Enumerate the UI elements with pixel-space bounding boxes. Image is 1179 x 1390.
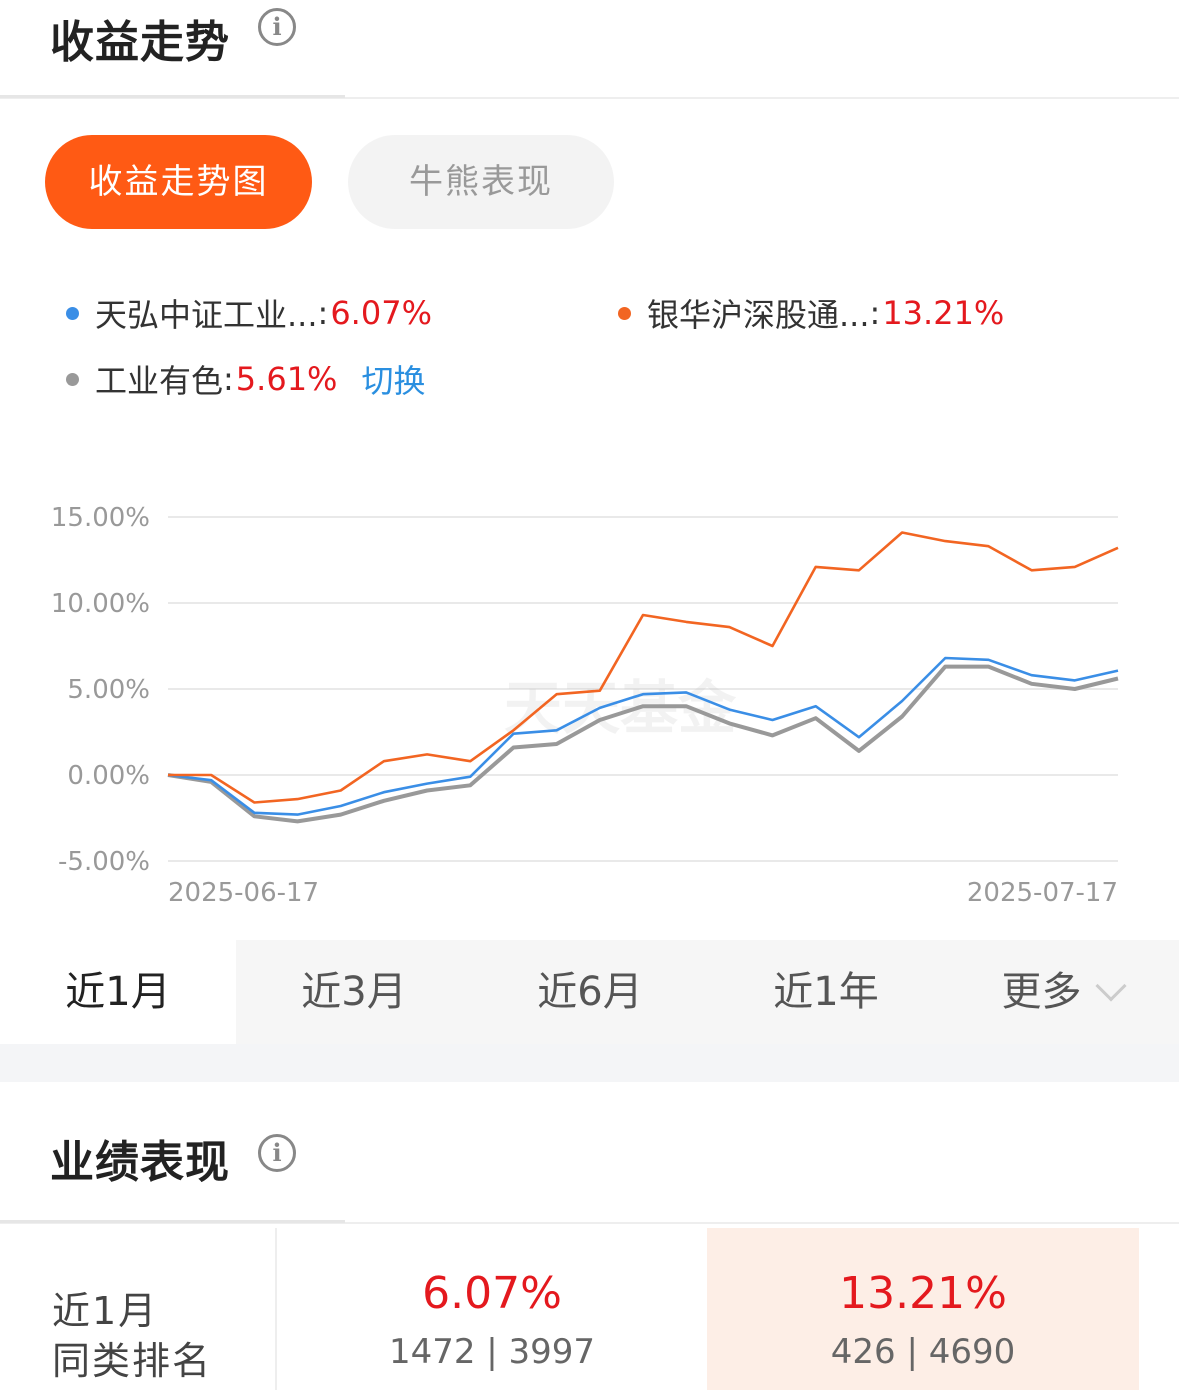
range-tab-1y[interactable]: 近1年 bbox=[708, 940, 944, 1044]
range-tab-label: 近3月 bbox=[301, 969, 407, 1015]
range-tab-6m[interactable]: 近6月 bbox=[472, 940, 708, 1044]
peer-rank-label: 同类排名 bbox=[52, 1339, 213, 1383]
info-icon[interactable]: i bbox=[258, 8, 296, 46]
fund-performance-cell: 6.07% 1472 | 3997 bbox=[277, 1228, 707, 1390]
legend-item-fund: 天弘中证工业... : 6.07% bbox=[66, 290, 432, 336]
divider bbox=[0, 1222, 1179, 1224]
period-label: 近1月 bbox=[52, 1289, 159, 1333]
time-range-tabs: 近1月 近3月 近6月 近1年 更多 bbox=[0, 940, 1179, 1044]
tab-return-chart[interactable]: 收益走势图 bbox=[45, 135, 312, 229]
performance-section-header: 业绩表现 i bbox=[0, 1082, 1179, 1188]
legend-name: 天弘中证工业... bbox=[95, 296, 318, 334]
x-axis-start-label: 2025-06-17 bbox=[168, 878, 319, 908]
range-tab-more[interactable]: 更多 bbox=[944, 940, 1179, 1044]
info-icon[interactable]: i bbox=[258, 1134, 296, 1172]
section-title-trend: 收益走势 bbox=[50, 17, 230, 68]
legend-separator: : bbox=[869, 294, 881, 332]
legend-item-compare: 银华沪深股通... : 13.21% bbox=[618, 290, 1004, 336]
compare-performance-cell: 13.21% 426 | 4690 bbox=[707, 1228, 1139, 1390]
legend-value: 13.21% bbox=[882, 294, 1005, 332]
section-title-performance: 业绩表现 bbox=[50, 1137, 230, 1188]
fund-rank-value: 1472 | 3997 bbox=[388, 1332, 596, 1372]
legend-value: 5.61% bbox=[235, 360, 338, 398]
orange-dot-icon bbox=[618, 306, 631, 320]
compare-return-value: 13.21% bbox=[839, 1268, 1007, 1319]
compare-rank-value: 426 | 4690 bbox=[830, 1332, 1016, 1372]
divider bbox=[0, 95, 345, 98]
legend-separator: : bbox=[223, 360, 234, 398]
switch-benchmark-link[interactable]: 切换 bbox=[361, 362, 426, 400]
range-tab-label: 近1年 bbox=[773, 969, 879, 1015]
divider bbox=[275, 1228, 277, 1390]
y-tick-label: 10.00% bbox=[51, 589, 150, 619]
divider bbox=[0, 97, 1179, 99]
x-axis-end-label: 2025-07-17 bbox=[967, 878, 1118, 908]
legend-name: 工业有色 bbox=[95, 362, 224, 400]
range-tab-label: 近6月 bbox=[537, 969, 643, 1015]
legend-name: 银华沪深股通... bbox=[647, 296, 870, 334]
chevron-down-icon bbox=[1094, 970, 1127, 1002]
y-tick-label: 5.00% bbox=[67, 675, 150, 705]
range-tab-label: 更多 bbox=[1001, 969, 1082, 1015]
section-gap bbox=[0, 1044, 1179, 1082]
series-line-compare bbox=[168, 531, 1119, 804]
range-tab-1m[interactable]: 近1月 bbox=[0, 940, 236, 1044]
fund-return-value: 6.07% bbox=[422, 1268, 562, 1319]
return-trend-chart[interactable]: 天天基金 15.00%10.00%5.00%0.00%-5.00% 2025-0… bbox=[0, 480, 1179, 920]
range-tab-label: 近1月 bbox=[65, 969, 171, 1015]
series-line-fund bbox=[167, 656, 1119, 816]
y-tick-label: 15.00% bbox=[51, 503, 150, 533]
y-tick-label: -5.00% bbox=[58, 847, 150, 877]
legend-item-benchmark: 工业有色 : 5.61% 切换 bbox=[66, 356, 425, 402]
tab-bull-bear[interactable]: 牛熊表现 bbox=[348, 135, 614, 229]
legend-separator: : bbox=[317, 294, 329, 332]
y-tick-label: 0.00% bbox=[67, 761, 150, 791]
trend-section-header: 收益走势 i bbox=[0, 0, 1179, 98]
divider bbox=[0, 1220, 345, 1223]
series-line-benchmark bbox=[167, 664, 1119, 824]
range-tab-3m[interactable]: 近3月 bbox=[236, 940, 472, 1044]
gray-dot-icon bbox=[66, 372, 79, 386]
blue-dot-icon bbox=[66, 306, 79, 320]
legend-value: 6.07% bbox=[330, 294, 432, 332]
